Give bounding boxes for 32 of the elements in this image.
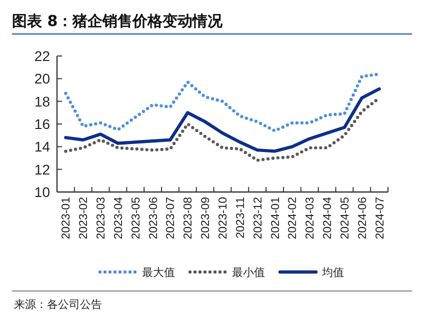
y-tick-label: 12 (34, 161, 50, 178)
x-tick-label: 2024-06 (356, 197, 369, 240)
x-tick-label: 2024-04 (322, 196, 334, 240)
x-tick-label: 2023-01 (60, 197, 73, 240)
x-tick-label: 2023-12 (252, 197, 264, 240)
title: 图表 8：猪企销售价格变动情况 (12, 12, 223, 30)
y-tick-label: 16 (34, 116, 50, 132)
y-tick-label: 14 (34, 138, 50, 155)
x-tick-label: 2023-10 (218, 197, 230, 240)
x-tick-label: 2023-04 (112, 196, 125, 240)
x-tick-label: 2023-07 (165, 197, 178, 240)
x-tick-label: 2023-03 (96, 197, 108, 240)
y-tick-label: 10 (34, 184, 50, 200)
x-tick-label: 2024-07 (374, 197, 386, 240)
y-tick-label: 20 (34, 70, 50, 87)
plot: 10 12 14 16 18 20 22 2023-01 2023-02 2023-03 2023-04 2023-05 2023-06 2023-07 2023-08 2023-09 2023-10 2023-11 2023-12 2024-01 2024-02 2024-03 2024-04 2024-05 2024-06 2024-07 (34, 48, 388, 240)
x-tick-label: 2024-01 (270, 197, 282, 240)
x-tick-label: 2023-02 (78, 197, 90, 240)
legend-label: 均值 (321, 266, 344, 279)
y-tick-label: 22 (34, 48, 50, 64)
y-tick-label: 18 (34, 93, 50, 110)
x-tick-label: 2023-09 (200, 197, 212, 240)
annotation: 来源：各公司公告 (14, 298, 102, 311)
x-tick-label: 2024-03 (304, 197, 317, 240)
legend-label: 最小值 (232, 266, 265, 279)
x-tick-label: 2023-08 (182, 197, 195, 240)
x-tick-label: 2023-05 (130, 197, 142, 240)
legend-label: 最大值 (142, 266, 175, 279)
x-tick-label: 2023-11 (234, 197, 247, 238)
x-tick-label: 2024-02 (287, 197, 300, 240)
x-tick-label: 2023-06 (148, 197, 160, 240)
x-tick-label: 2024-05 (339, 197, 352, 240)
